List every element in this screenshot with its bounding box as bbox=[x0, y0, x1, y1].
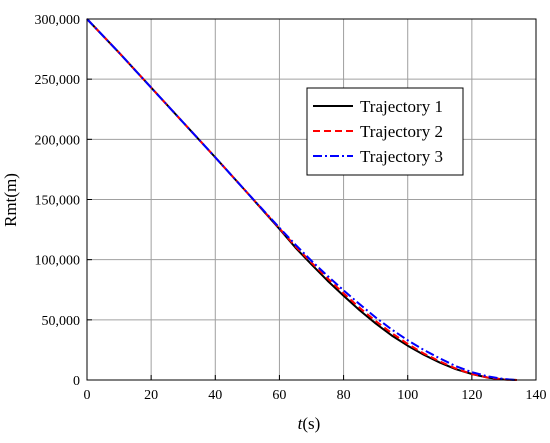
grid bbox=[87, 19, 536, 380]
legend-label-trajectory-1: Trajectory 1 bbox=[360, 97, 443, 116]
x-tick-label: 60 bbox=[272, 388, 286, 403]
y-tick-label: 250,000 bbox=[35, 73, 81, 88]
y-tick-label: 300,000 bbox=[35, 13, 81, 28]
legend-label-trajectory-2: Trajectory 2 bbox=[360, 122, 443, 141]
y-axis-label: Rmt(m) bbox=[1, 173, 20, 227]
legend-label-trajectory-3: Trajectory 3 bbox=[360, 147, 443, 166]
x-tick-labels: 0 20 40 60 80 100 120 140 bbox=[84, 388, 547, 403]
series-line-trajectory-3 bbox=[86, 18, 517, 381]
x-tick-label: 20 bbox=[144, 388, 158, 403]
series-lines bbox=[86, 18, 517, 381]
x-tick-label: 40 bbox=[208, 388, 222, 403]
y-tick-label: 100,000 bbox=[35, 254, 81, 269]
legend-entries: Trajectory 1 Trajectory 2 Trajectory 3 bbox=[313, 97, 443, 166]
y-tick-label: 150,000 bbox=[35, 194, 81, 209]
x-axis-label-var: t bbox=[298, 414, 304, 433]
x-tick-label: 120 bbox=[461, 388, 482, 403]
x-tick-label: 100 bbox=[397, 388, 418, 403]
x-axis-label: t(s) bbox=[298, 414, 321, 433]
y-tick-label: 200,000 bbox=[35, 133, 81, 148]
x-tick-label: 80 bbox=[337, 388, 351, 403]
x-tick-label: 140 bbox=[526, 388, 547, 403]
y-tick-label: 0 bbox=[73, 374, 80, 389]
y-tick-label: 50,000 bbox=[42, 314, 81, 329]
y-tick-labels: 0 50,000 100,000 150,000 200,000 250,000 300,0… bbox=[35, 13, 81, 389]
legend: Trajectory 1 Trajectory 2 Trajectory 3 bbox=[306, 87, 464, 176]
axis-ticks bbox=[86, 18, 537, 381]
legend-box bbox=[306, 87, 464, 176]
x-axis-label-unit: (s) bbox=[302, 414, 320, 433]
x-tick-label: 0 bbox=[84, 388, 91, 403]
